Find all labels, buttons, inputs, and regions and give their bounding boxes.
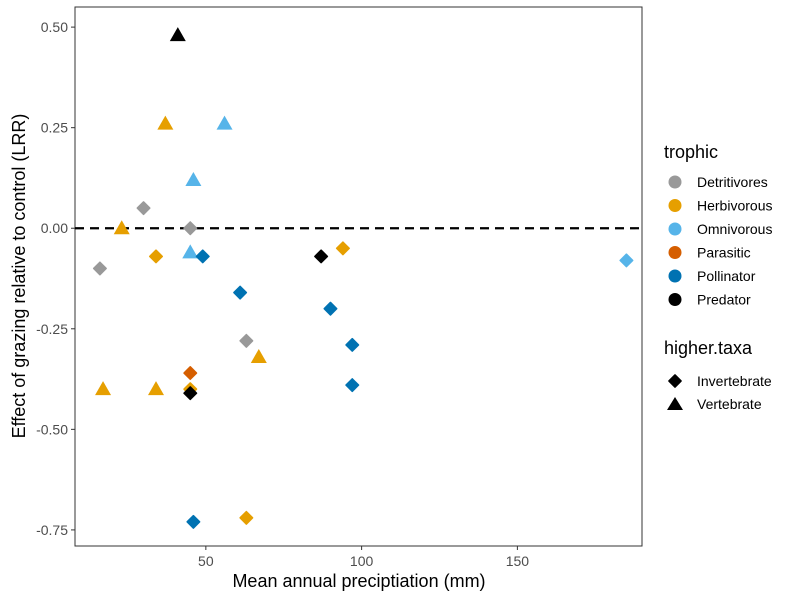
data-point bbox=[323, 301, 338, 316]
legend-key-vertebrate bbox=[667, 397, 683, 410]
data-point bbox=[169, 27, 186, 42]
panel-border bbox=[74, 6, 643, 547]
legend-key-trophic bbox=[668, 246, 682, 259]
data-point bbox=[314, 249, 329, 264]
data-points bbox=[92, 27, 634, 529]
data-point bbox=[619, 253, 634, 268]
data-point bbox=[136, 201, 151, 216]
legend-label-trophic: Herbivorous bbox=[697, 198, 772, 214]
legend-key-trophic bbox=[668, 269, 682, 283]
data-point bbox=[335, 241, 350, 256]
legend-label-trophic: Predator bbox=[697, 292, 751, 308]
x-tick-label: 100 bbox=[350, 553, 374, 569]
x-tick-label: 50 bbox=[198, 553, 214, 569]
data-point bbox=[113, 220, 130, 235]
data-point bbox=[182, 244, 199, 259]
legend-key-trophic bbox=[668, 222, 682, 236]
data-point bbox=[345, 378, 360, 393]
data-point bbox=[239, 333, 254, 348]
legend-label-trophic: Parasitic bbox=[697, 245, 751, 261]
y-tick-label: 0.25 bbox=[41, 120, 68, 136]
y-tick-label: 0.00 bbox=[41, 220, 68, 236]
data-point bbox=[149, 249, 163, 264]
data-point bbox=[92, 261, 107, 276]
data-point bbox=[185, 171, 202, 186]
legend-trophic-entries: Detritivores Herbivorous Omnivorous Parasit… bbox=[668, 174, 772, 308]
y-tick-label: -0.25 bbox=[36, 321, 68, 337]
legend-key-trophic bbox=[668, 293, 682, 306]
x-tick-label: 150 bbox=[506, 553, 530, 569]
data-point bbox=[345, 337, 360, 352]
data-point bbox=[183, 386, 198, 401]
legend-label-taxa: Invertebrate bbox=[697, 373, 772, 389]
y-tick-label: 0.50 bbox=[41, 19, 68, 35]
legend-title-trophic: trophic bbox=[664, 142, 718, 162]
data-point bbox=[183, 221, 198, 236]
legend-taxa-entries: Invertebrate Vertebrate bbox=[667, 373, 772, 412]
data-point bbox=[250, 348, 267, 363]
data-point bbox=[183, 366, 198, 381]
data-point bbox=[195, 249, 210, 264]
data-point bbox=[157, 115, 174, 130]
data-point bbox=[233, 285, 248, 300]
data-point bbox=[239, 510, 254, 525]
y-tick-label: -0.50 bbox=[36, 421, 68, 437]
legend-label-trophic: Pollinator bbox=[697, 268, 756, 284]
plot-panel bbox=[74, 6, 643, 547]
axes: 0.50 0.25 0.00 -0.25 -0.50 -0.75 50 100 150 bbox=[36, 19, 529, 569]
legend-key-invertebrate bbox=[668, 374, 682, 388]
data-point bbox=[95, 381, 112, 396]
data-point bbox=[216, 115, 233, 130]
legend-title-higher-taxa: higher.taxa bbox=[664, 338, 753, 358]
legend-key-trophic bbox=[668, 175, 682, 189]
x-axis-title: Mean annual preciptiation (mm) bbox=[232, 571, 485, 591]
legend-label-taxa: Vertebrate bbox=[697, 396, 762, 412]
legend: trophic Detritivores Herbivorous Omnivorou… bbox=[664, 142, 772, 412]
data-point bbox=[186, 514, 201, 529]
legend-key-trophic bbox=[668, 199, 682, 212]
data-point bbox=[148, 381, 164, 396]
legend-label-trophic: Detritivores bbox=[697, 174, 768, 190]
y-axis-title: Effect of grazing relative to control (L… bbox=[9, 114, 29, 439]
y-tick-label: -0.75 bbox=[36, 522, 68, 538]
legend-label-trophic: Omnivorous bbox=[697, 221, 772, 237]
